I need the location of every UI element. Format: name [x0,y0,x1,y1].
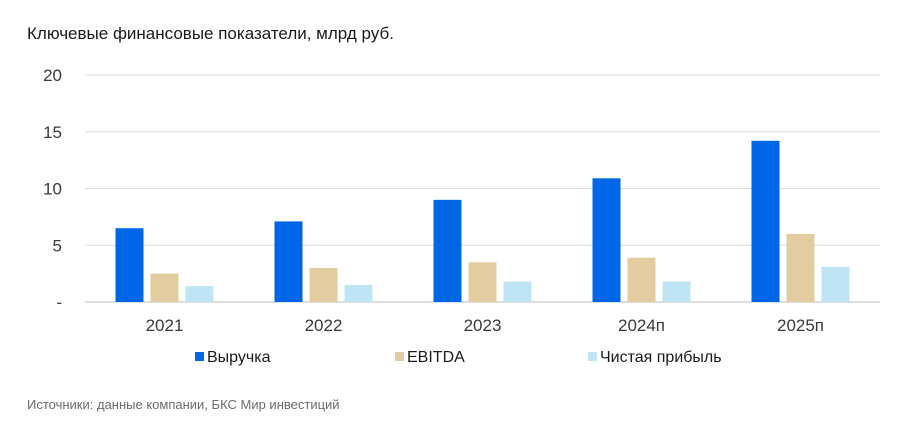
bar-0-3 [592,178,621,302]
y-tick-label: 10 [43,180,62,199]
legend-swatch [395,352,404,361]
legend: Выручка EBITDA Чистая прибыль [195,349,722,366]
bar-2-2 [503,281,532,302]
bar-2-0 [185,286,214,302]
legend-label: Чистая прибыль [600,349,722,366]
legend-swatch [588,352,597,361]
bar-1-2 [468,262,497,302]
bar-2-3 [662,281,691,302]
bar-1-3 [627,257,656,302]
y-tick-label: 15 [43,123,62,142]
bar-1-0 [150,273,179,302]
bar-0-0 [115,228,144,302]
y-tick-label: 5 [53,236,62,255]
legend-swatch [195,352,204,361]
bars [115,140,850,302]
y-axis: - 5 10 15 20 [43,66,62,312]
bar-0-1 [274,221,303,302]
chart-title: Ключевые финансовые показатели, млрд руб… [27,24,394,43]
x-tick-label: 2021 [146,316,184,335]
x-tick-label: 2024п [618,316,665,335]
legend-label: Выручка [207,349,271,366]
bar-0-2 [433,199,462,302]
legend-label: EBITDA [407,349,465,366]
bar-2-4 [821,266,850,302]
bar-1-4 [786,233,815,302]
source-note: Источники: данные компании, БКС Мир инве… [27,397,340,412]
y-tick-label: - [56,293,62,312]
x-tick-label: 2022 [305,316,343,335]
bar-0-4 [751,140,780,302]
x-axis: 2021 2022 2023 2024п 2025п [146,316,824,335]
bar-1-1 [309,267,338,302]
bar-2-1 [344,284,373,302]
x-tick-label: 2023 [464,316,502,335]
x-tick-label: 2025п [777,316,824,335]
y-tick-label: 20 [43,66,62,85]
